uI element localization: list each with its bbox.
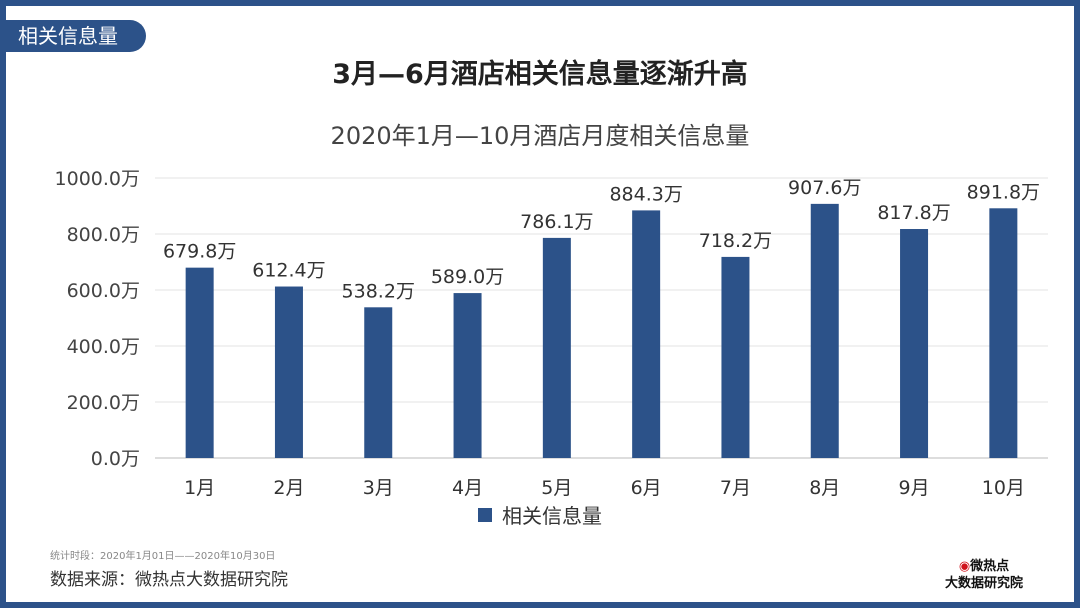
legend-label: 相关信息量 [502,504,602,528]
data-label: 538.2万 [342,280,415,302]
bar [989,208,1018,458]
bar [632,210,661,458]
x-tick-label: 10月 [982,477,1025,499]
x-tick-label: 4月 [452,477,483,499]
y-tick-label: 400.0万 [67,336,140,358]
data-label: 679.8万 [163,241,236,263]
x-tick-label: 2月 [273,477,304,499]
data-label: 817.8万 [877,202,950,224]
bar [900,229,929,458]
data-label: 786.1万 [520,211,593,233]
x-tick-label: 3月 [363,477,394,499]
logo-line2: 大数据研究院 [945,576,1024,591]
data-source: 数据来源：微热点大数据研究院 [50,570,288,590]
bar [185,267,214,458]
y-tick-label: 200.0万 [67,392,140,414]
eye-logo-icon: ◉ [958,559,971,574]
legend: 相关信息量 [478,500,602,529]
y-tick-label: 0.0万 [91,448,140,470]
legend-swatch [478,507,492,522]
data-label: 907.6万 [788,177,861,199]
stat-period: 统计时段：2020年1月01日——2020年10月30日 [50,551,276,562]
y-tick-label: 600.0万 [67,280,140,302]
chart-title: 2020年1月—10月酒店月度相关信息量 [330,122,750,150]
slide-frame [6,6,1074,602]
x-tick-label: 6月 [631,477,662,499]
x-tick-label: 1月 [184,477,215,499]
bar [542,237,571,458]
bar [274,286,303,458]
data-label: 589.0万 [431,266,504,288]
bar [810,203,839,458]
x-tick-label: 8月 [809,477,840,499]
y-tick-label: 1000.0万 [55,168,140,190]
y-tick-label: 800.0万 [67,224,140,246]
data-label: 718.2万 [699,230,772,252]
bar [721,256,750,458]
data-label: 891.8万 [967,181,1040,203]
logo: ◉微热点 大数据研究院 [945,558,1023,592]
slide-title: 3月—6月酒店相关信息量逐渐升高 [332,59,748,90]
x-tick-label: 9月 [899,477,930,499]
section-tag: 相关信息量 [0,20,146,52]
logo-line1: 微热点 [970,559,1010,574]
x-tick-label: 7月 [720,477,751,499]
bar [453,293,482,458]
data-label: 884.3万 [609,183,682,205]
data-label: 612.4万 [252,260,325,282]
x-tick-label: 5月 [541,477,572,499]
bar [364,307,393,458]
